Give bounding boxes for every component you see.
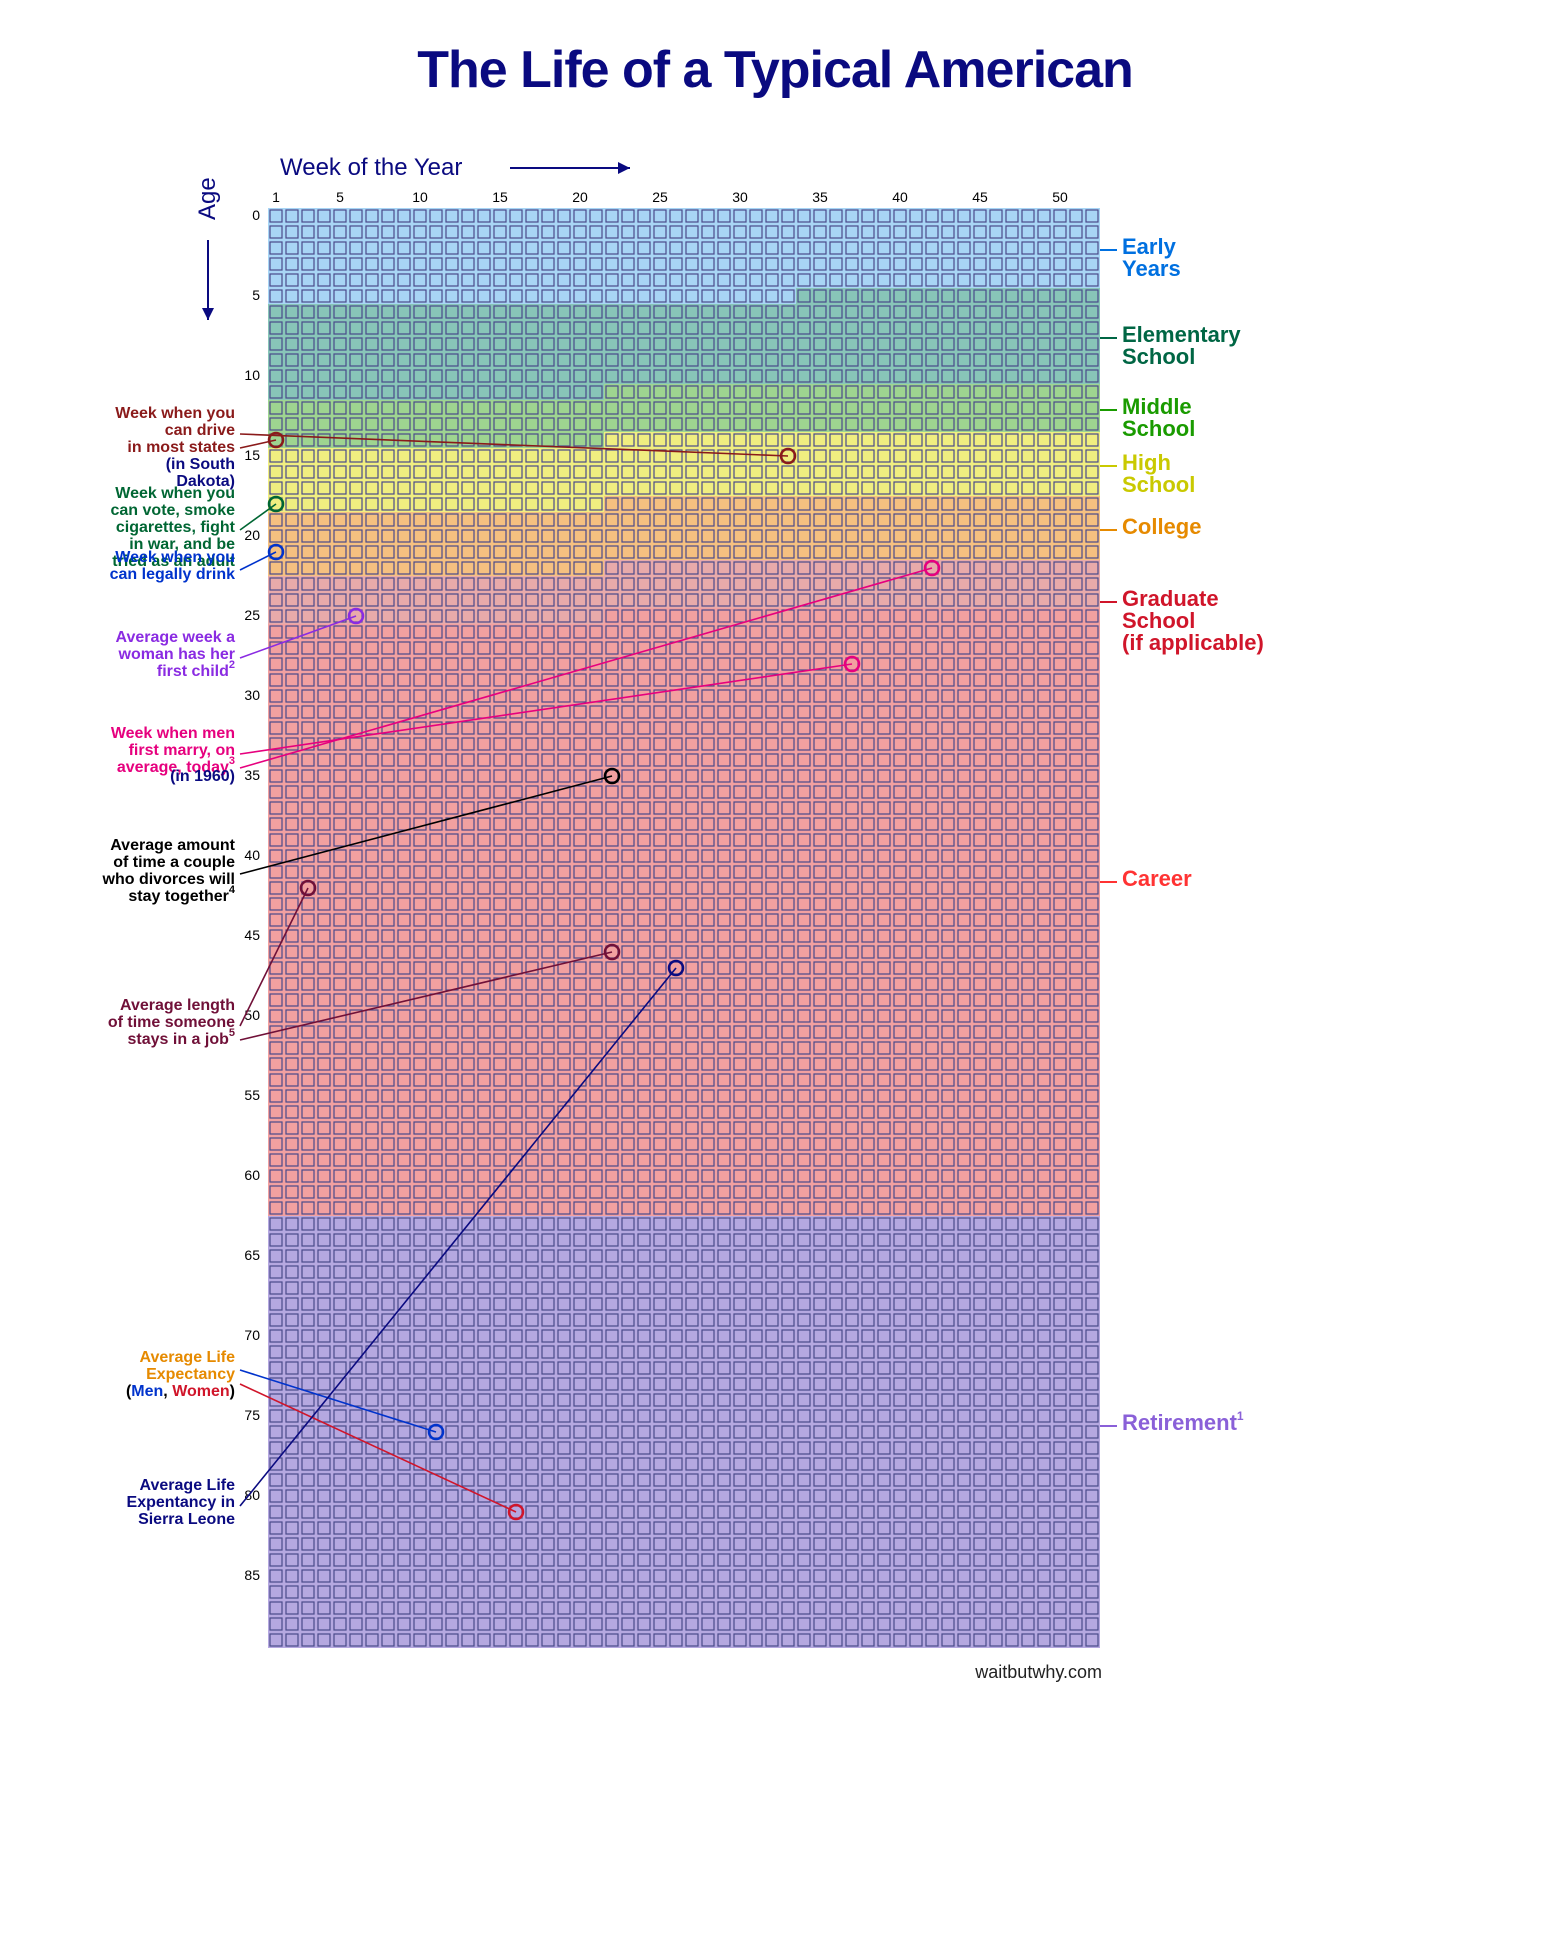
week-tick: 30 [732,189,748,205]
week-tick: 10 [412,189,428,205]
age-tick: 70 [244,1327,260,1343]
annotation-marry: Week when menfirst marry, onaverage, tod… [111,725,235,785]
annotation-drive: Week when youcan drivein most states(in … [115,405,235,490]
age-tick: 0 [252,207,260,223]
annotation-lifeexp: Average LifeExpectancy(Men, Women) [126,1349,235,1400]
page-title: The Life of a Typical American [40,40,1510,100]
age-tick: 85 [244,1567,260,1583]
age-tick: 20 [244,527,260,543]
age-tick: 10 [244,367,260,383]
week-tick: 25 [652,189,668,205]
axis-label-age: Age [194,177,221,220]
age-tick: 40 [244,847,260,863]
age-tick: 30 [244,687,260,703]
phase-label-college: College [1122,514,1201,539]
age-tick: 80 [244,1487,260,1503]
week-tick: 20 [572,189,588,205]
annotation-job: Average lengthof time someonestays in a … [108,997,235,1048]
phase-label-retire: Retirement1 [1122,1409,1244,1435]
age-tick: 60 [244,1167,260,1183]
age-tick: 45 [244,927,260,943]
week-tick: 15 [492,189,508,205]
phase-label-career: Career [1122,866,1192,891]
age-tick: 55 [244,1087,260,1103]
age-tick: 50 [244,1007,260,1023]
phase-label-grad: GraduateSchool(if applicable) [1122,586,1264,655]
age-tick: 75 [244,1407,260,1423]
week-tick: 35 [812,189,828,205]
age-tick: 15 [244,447,260,463]
phase-label-middle: MiddleSchool [1122,394,1195,441]
week-tick: 1 [272,189,280,205]
phase-label-early: EarlyYears [1122,234,1181,281]
life-weeks-chart: Week of the Year15101520253035404550Age0… [40,140,1322,1690]
phase-label-high: HighSchool [1122,450,1195,497]
annotation-sierra: Average LifeExpentancy inSierra Leone [127,1477,236,1528]
week-tick: 50 [1052,189,1068,205]
week-tick: 5 [336,189,344,205]
axis-label-week: Week of the Year [280,154,462,181]
age-tick: 65 [244,1247,260,1263]
week-tick: 40 [892,189,908,205]
annotation-child: Average week awoman has herfirst child2 [116,629,236,680]
annotation-divorce: Average amountof time a couplewho divorc… [102,837,236,905]
age-tick: 5 [252,287,260,303]
footer-credit: waitbutwhy.com [974,1662,1102,1682]
age-tick: 25 [244,607,260,623]
phase-label-elementary: ElementarySchool [1122,322,1241,369]
week-tick: 45 [972,189,988,205]
annotation-drink: Week when youcan legally drink [110,549,235,583]
age-tick: 35 [244,767,260,783]
